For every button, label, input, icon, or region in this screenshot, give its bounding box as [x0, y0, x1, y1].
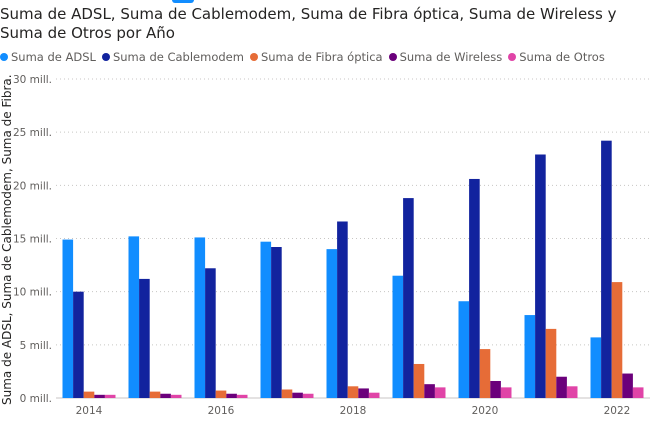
chart-title: Suma de ADSL, Suma de Cablemodem, Suma d…	[0, 5, 617, 42]
bar[interactable]	[62, 239, 74, 398]
bar[interactable]	[368, 392, 380, 398]
legend-label: Suma de Otros	[519, 50, 605, 64]
bar[interactable]	[392, 275, 404, 398]
bar[interactable]	[205, 268, 216, 398]
bar[interactable]	[403, 198, 414, 398]
bar[interactable]	[458, 301, 470, 398]
bar[interactable]	[469, 178, 480, 398]
bar[interactable]	[128, 236, 140, 398]
bar[interactable]	[611, 282, 623, 398]
bar[interactable]	[226, 393, 237, 398]
bar[interactable]	[260, 241, 272, 398]
bar[interactable]	[160, 393, 171, 398]
bar[interactable]	[326, 249, 338, 398]
bar[interactable]	[434, 387, 446, 398]
bar[interactable]	[535, 154, 546, 398]
y-tick-label: 5 mill.	[20, 340, 52, 352]
legend-item[interactable]: Suma de Cablemodem	[101, 50, 244, 64]
bar[interactable]	[281, 389, 293, 398]
x-tick-label: 2014	[76, 405, 103, 417]
bar[interactable]	[337, 221, 348, 398]
y-tick-label: 0 mill.	[20, 393, 52, 405]
legend-label: Suma de Cablemodem	[112, 50, 244, 64]
legend-label: Suma de Fibra óptica	[260, 50, 383, 64]
header-accent-bar	[172, 0, 194, 3]
legend-label: Suma de Wireless	[399, 50, 503, 64]
bar[interactable]	[566, 386, 578, 398]
bar[interactable]	[622, 373, 633, 398]
bar[interactable]	[73, 291, 84, 398]
bar[interactable]	[500, 387, 512, 398]
bar[interactable]	[601, 140, 612, 398]
bar[interactable]	[524, 315, 536, 398]
chart-legend[interactable]: Suma de ADSL Suma de Cablemodem Suma de Fi…	[0, 48, 611, 66]
y-tick-label: 15 mill.	[13, 234, 52, 246]
bar[interactable]	[545, 328, 557, 398]
y-tick-label: 25 mill.	[13, 127, 52, 139]
bar[interactable]	[590, 337, 602, 398]
y-tick-label: 20 mill.	[13, 180, 52, 192]
bar[interactable]	[236, 394, 248, 398]
bar[interactable]	[170, 394, 182, 398]
bar[interactable]	[358, 388, 369, 398]
legend-label: Suma de ADSL	[11, 50, 96, 64]
bar[interactable]	[139, 278, 150, 398]
bar[interactable]	[215, 390, 227, 398]
bar[interactable]	[83, 391, 95, 398]
bar[interactable]	[94, 394, 105, 398]
bar[interactable]	[347, 386, 359, 398]
legend-item[interactable]: Suma de Otros	[508, 50, 605, 64]
legend-marker-icon	[388, 53, 397, 61]
legend-item[interactable]: Suma de Fibra óptica	[249, 50, 383, 64]
legend-marker-icon	[0, 53, 8, 61]
bar[interactable]	[556, 376, 567, 398]
bar[interactable]	[194, 237, 206, 398]
bar[interactable]	[292, 392, 303, 398]
x-tick-label: 2022	[604, 405, 631, 417]
legend-marker-icon	[249, 53, 258, 61]
legend-marker-icon	[101, 53, 110, 61]
bar[interactable]	[490, 380, 501, 398]
bar[interactable]	[479, 349, 491, 398]
bar[interactable]	[302, 393, 314, 398]
bar[interactable]	[104, 394, 116, 398]
bar[interactable]	[271, 247, 282, 398]
bar[interactable]	[413, 363, 425, 398]
legend-item[interactable]: Suma de ADSL	[0, 50, 96, 64]
legend-item[interactable]: Suma de Wireless	[388, 50, 503, 64]
bar[interactable]	[149, 391, 161, 398]
bar[interactable]	[632, 387, 644, 398]
x-tick-label: 2020	[472, 405, 499, 417]
y-tick-label: 10 mill.	[13, 287, 52, 299]
bar[interactable]	[424, 384, 435, 398]
x-tick-label: 2016	[208, 405, 235, 417]
legend-marker-icon	[508, 53, 517, 61]
y-tick-label: 30 mill.	[13, 74, 52, 86]
x-tick-label: 2018	[340, 405, 367, 417]
